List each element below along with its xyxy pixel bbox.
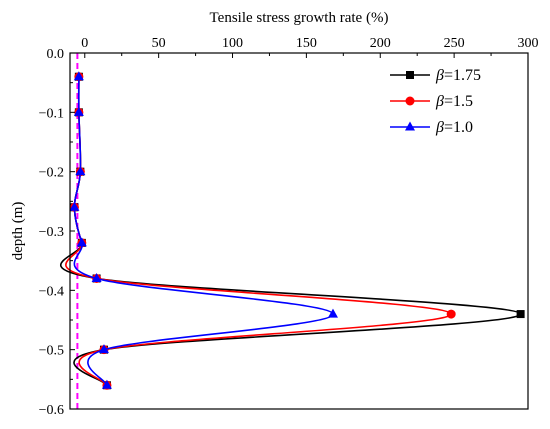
legend-label: β=1.5 [435, 93, 473, 110]
series-line [73, 76, 334, 386]
legend-item: β=1.0 [390, 119, 473, 136]
legend-value: =1.0 [444, 119, 473, 136]
ticks-layer: 0 50 100 150 200 250 300 0.0 −0.1 −0.2 −0.3 −0.4 −0.… [39, 36, 539, 418]
data-point [91, 272, 102, 282]
x-tick-label: 50 [152, 36, 166, 51]
legend-item: β=1.5 [390, 93, 473, 110]
series-layer [59, 71, 525, 390]
legend-value: =1.5 [444, 93, 473, 110]
series-line [65, 76, 452, 386]
x-axis-title: Tensile stress growth rate (%) [210, 10, 389, 26]
data-point [327, 308, 338, 318]
x-tick-label: 100 [222, 36, 243, 51]
data-point [516, 310, 525, 319]
legend-label: β=1.0 [435, 119, 473, 136]
y-tick-label: 0.0 [47, 47, 65, 62]
data-point [405, 121, 415, 131]
data-point [73, 71, 84, 81]
y-tick-label: −0.6 [39, 403, 64, 418]
x-tick-label: 200 [370, 36, 391, 51]
x-tick-label: 300 [518, 36, 539, 51]
legend-beta-symbol: β [435, 119, 444, 136]
x-tick-label: 250 [444, 36, 465, 51]
legend-beta-symbol: β [435, 67, 444, 84]
legend-beta-symbol: β [435, 93, 444, 110]
data-point [446, 309, 456, 319]
data-point [98, 344, 109, 354]
legend-value: =1.75 [444, 67, 481, 84]
y-tick-label: −0.4 [39, 284, 64, 299]
data-point [75, 166, 86, 176]
y-tick-label: −0.5 [39, 344, 64, 359]
data-point [76, 237, 87, 247]
series-circle [65, 72, 456, 390]
x-tick-label: 150 [296, 36, 317, 51]
data-point [101, 379, 112, 389]
data-point [69, 201, 80, 211]
y-tick-label: −0.3 [39, 225, 64, 240]
legend-item: β=1.75 [390, 67, 481, 84]
data-point [405, 96, 415, 106]
legend-label: β=1.75 [435, 67, 481, 84]
y-tick-label: −0.1 [39, 106, 64, 121]
series-triangle [69, 71, 338, 389]
y-axis-title: depth (m) [10, 202, 26, 261]
data-point [73, 106, 84, 116]
y-tick-label: −0.2 [39, 166, 64, 181]
legend: β=1.75β=1.5β=1.0 [390, 67, 481, 136]
data-point [406, 71, 414, 79]
x-tick-label: 0 [81, 36, 88, 51]
